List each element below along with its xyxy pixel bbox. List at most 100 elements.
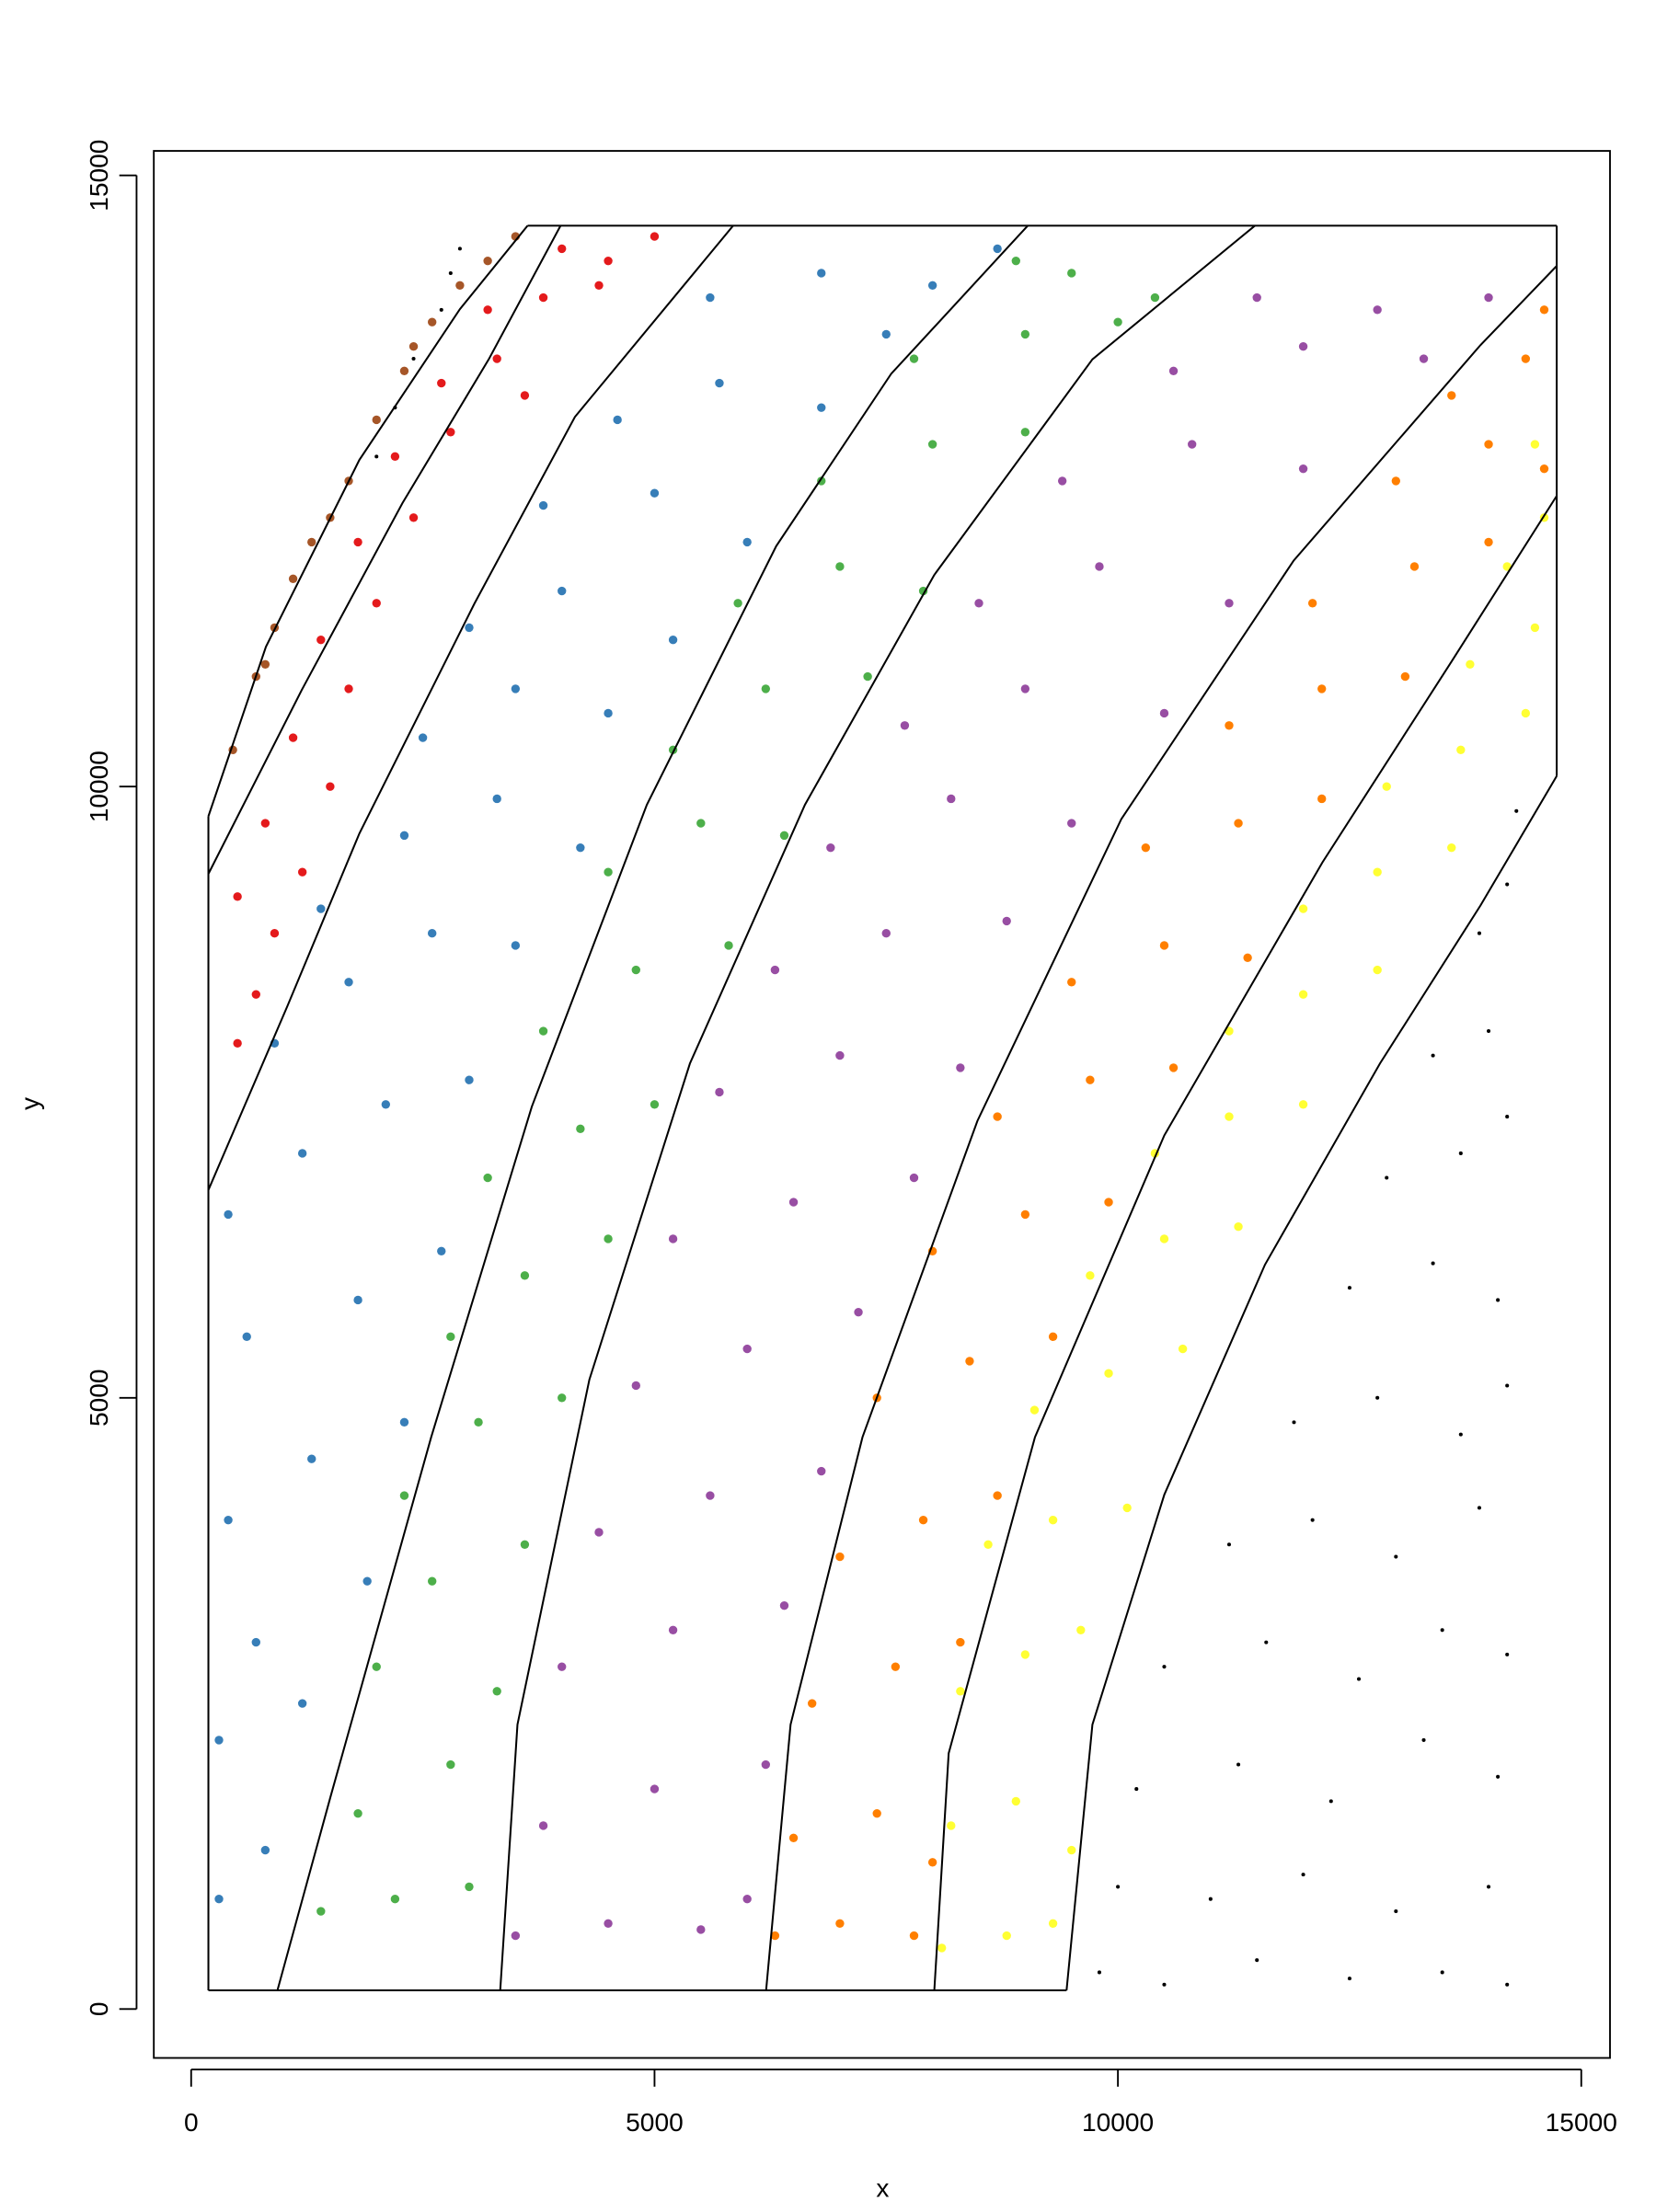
point <box>558 1662 567 1671</box>
point <box>233 892 242 901</box>
point <box>297 1699 307 1708</box>
point <box>1020 1650 1030 1659</box>
point <box>1477 931 1481 935</box>
point <box>448 270 453 276</box>
point <box>1097 1970 1101 1975</box>
point <box>918 1515 928 1525</box>
point <box>465 1075 474 1084</box>
point <box>1385 1175 1389 1180</box>
point <box>511 1931 521 1941</box>
boundary-line <box>207 224 529 817</box>
point <box>881 929 891 938</box>
point <box>1178 1344 1188 1354</box>
point <box>408 513 419 522</box>
point <box>1208 1897 1213 1901</box>
point <box>511 941 521 950</box>
point <box>965 1357 974 1366</box>
point <box>927 440 937 449</box>
point <box>1150 292 1160 303</box>
point <box>1487 1029 1491 1034</box>
point <box>909 1931 919 1941</box>
x-axis-label: x <box>876 2174 889 2203</box>
point <box>1234 1222 1243 1232</box>
boundary-line <box>276 224 1029 1991</box>
point <box>1298 1100 1308 1109</box>
point <box>1356 1677 1362 1681</box>
point <box>835 562 845 571</box>
point <box>353 537 362 547</box>
point <box>594 1528 604 1537</box>
point <box>742 537 752 547</box>
point <box>1487 1885 1491 1889</box>
point <box>455 281 465 290</box>
point <box>1458 1432 1463 1437</box>
point <box>260 819 270 828</box>
point <box>465 1882 474 1892</box>
point <box>594 281 604 290</box>
point <box>483 1173 492 1183</box>
boundary-line <box>1065 775 1558 1991</box>
point <box>260 659 270 669</box>
point <box>1292 1420 1296 1425</box>
point <box>344 684 353 693</box>
point <box>411 356 416 361</box>
point <box>1447 391 1456 400</box>
point <box>520 1540 530 1549</box>
point <box>558 244 567 254</box>
point <box>668 1625 678 1634</box>
point <box>835 1919 845 1928</box>
point <box>1484 440 1493 449</box>
point <box>1029 1405 1040 1415</box>
point <box>650 488 660 498</box>
point <box>1141 842 1151 853</box>
point <box>1539 464 1549 474</box>
point <box>1168 1063 1179 1072</box>
point <box>1002 916 1011 926</box>
point <box>492 1687 501 1696</box>
point <box>483 305 492 315</box>
point <box>1328 1799 1333 1804</box>
point <box>399 1491 409 1500</box>
point <box>1225 721 1234 730</box>
point <box>353 1808 362 1818</box>
point <box>1440 1628 1444 1633</box>
point <box>1067 269 1076 278</box>
point <box>446 1332 455 1342</box>
point <box>1373 305 1382 315</box>
point <box>1310 1518 1315 1522</box>
point <box>742 1344 752 1354</box>
point <box>696 819 706 828</box>
point <box>1234 819 1243 828</box>
point <box>538 292 548 303</box>
point <box>1067 819 1076 828</box>
point <box>381 1100 391 1109</box>
point <box>1301 1873 1305 1877</box>
point <box>1298 342 1308 351</box>
point <box>316 904 326 913</box>
point <box>715 1087 724 1097</box>
point <box>900 721 910 730</box>
point <box>631 965 640 975</box>
point <box>1188 440 1197 449</box>
point <box>390 452 400 462</box>
point <box>307 537 316 547</box>
point <box>233 1038 242 1049</box>
point <box>854 1308 863 1317</box>
point <box>835 1552 845 1562</box>
point <box>1122 1503 1132 1513</box>
point <box>993 1112 1002 1121</box>
point <box>1466 659 1475 669</box>
point <box>288 733 298 742</box>
point <box>372 415 381 425</box>
point <box>372 1662 381 1671</box>
point <box>1011 1796 1020 1806</box>
point <box>1067 978 1076 987</box>
point <box>1116 1885 1121 1889</box>
point <box>835 1050 845 1060</box>
boundary-line <box>499 224 1256 1991</box>
point <box>316 1907 326 1916</box>
point <box>1431 1261 1435 1266</box>
boundary-line <box>207 224 562 875</box>
point <box>817 403 826 412</box>
point <box>1505 1383 1510 1388</box>
